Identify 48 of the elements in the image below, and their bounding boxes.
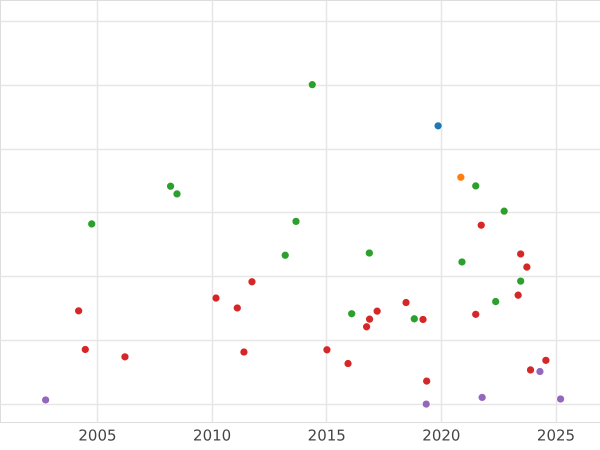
point [542,356,550,365]
point [365,248,374,258]
point [516,276,525,286]
point [344,359,352,368]
point [516,250,525,258]
point [248,278,256,286]
point [172,190,182,198]
point [472,182,480,190]
point [233,304,242,312]
point [434,122,442,130]
point [526,366,535,374]
point [418,315,428,324]
point [240,348,248,356]
point [41,396,50,404]
point [522,262,532,272]
point [410,314,419,324]
point [402,298,410,307]
point [491,297,500,306]
point [456,173,466,182]
point [292,217,300,226]
point [280,251,290,260]
point [362,322,371,332]
x-tick-label: 2020 [422,426,460,444]
point [422,376,431,386]
point [458,258,466,266]
point [74,306,83,316]
x-tick-label: 2005 [78,426,117,444]
point [556,394,565,404]
x-tick-label: 2010 [193,426,232,444]
point [166,182,175,190]
point [477,220,486,230]
point [365,314,374,324]
x-tick-label: 2015 [308,426,346,444]
point [212,294,220,302]
point [500,206,508,216]
x-tick-label: 2025 [536,426,576,444]
point [372,306,382,316]
point [472,310,480,319]
point [478,393,486,402]
point [347,309,356,318]
point [120,352,130,362]
point [322,346,332,354]
point [536,367,544,376]
point [514,290,522,300]
point [81,345,90,354]
point [422,400,430,408]
point [87,220,96,228]
point [308,80,317,89]
